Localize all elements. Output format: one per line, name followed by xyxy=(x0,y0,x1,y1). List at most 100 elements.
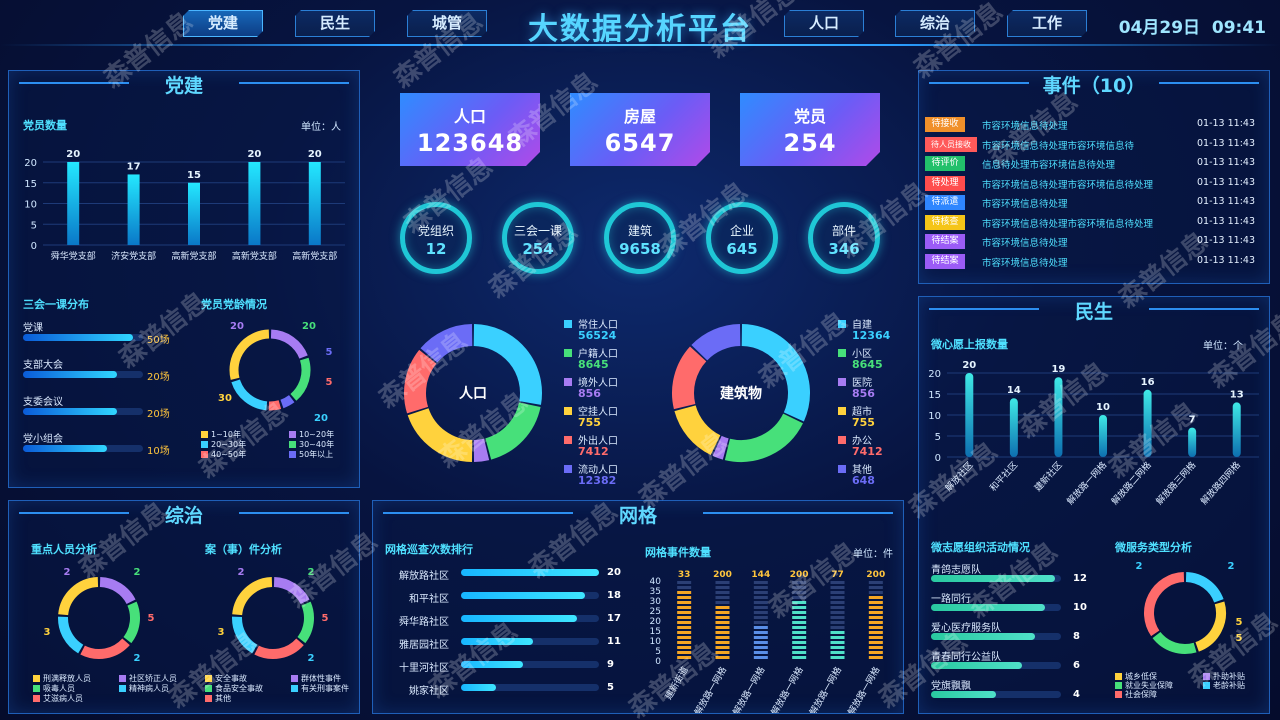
legend-label: 户籍人口 xyxy=(578,349,618,360)
legend-swatch xyxy=(1115,673,1122,680)
donut-segment xyxy=(254,638,304,659)
bar-segment xyxy=(792,646,807,649)
bar-segment xyxy=(753,641,768,644)
event-row: 待派遣 市容环境信息待处理 01-13 11:43 xyxy=(925,195,1261,211)
nav-city[interactable]: 城管 xyxy=(407,10,487,37)
donut-segment xyxy=(58,577,99,616)
donut-segment xyxy=(674,404,721,455)
bar-fill xyxy=(23,334,133,341)
bar-segment xyxy=(792,631,807,634)
y-tick-label: 10 xyxy=(928,411,941,422)
bar-label: 爱心医疗服务队 xyxy=(931,623,1001,634)
stat-circle-buildings: 建筑 9658 xyxy=(604,202,676,274)
bar-segment xyxy=(715,646,730,649)
legend-value: 856 xyxy=(578,387,601,400)
title-line xyxy=(239,512,349,514)
legend-label: 吸毒人员 xyxy=(43,684,75,693)
bar-value-label: 20 xyxy=(66,149,80,160)
top-bar: 党建 民生 城管 大数据分析平台 人口 综治 工作 04月29日 09:41 xyxy=(0,0,1280,48)
bar xyxy=(188,182,200,245)
legend-label: 10~20年 xyxy=(299,430,335,439)
donut-segment xyxy=(290,357,311,401)
legend-swatch xyxy=(1203,682,1210,689)
legend-label: 其他 xyxy=(852,465,872,476)
donut-segment xyxy=(1185,572,1224,603)
bar-segment xyxy=(792,626,807,629)
bar xyxy=(127,174,140,245)
nav-population[interactable]: 人口 xyxy=(784,10,864,37)
bar-value: 5 xyxy=(607,682,614,693)
bar-segment xyxy=(792,636,807,639)
bar-segment xyxy=(868,641,883,644)
legend-label: 艾滋病人员 xyxy=(43,694,83,703)
legend-swatch xyxy=(119,675,126,682)
legend-label: 群体性事件 xyxy=(301,674,341,683)
legend-value: 856 xyxy=(852,387,875,400)
legend-item: 医院 xyxy=(838,374,872,389)
bar-segment xyxy=(868,636,883,639)
bar-label: 党小组会 xyxy=(23,434,63,445)
bar-label: 和平社区 xyxy=(409,594,449,605)
legend-label: 医院 xyxy=(852,378,872,389)
donut-segment xyxy=(407,407,473,462)
nav-livelihood[interactable]: 民生 xyxy=(295,10,375,37)
patrol-title: 网格巡查次数排行 xyxy=(385,543,473,556)
wish-chart: 20 15 10 5 0 20 解放社区 14 和平社区 19 建新社区 10 解放路一网格 16 解放路… xyxy=(928,360,1259,507)
y-tick-label: 20 xyxy=(928,369,941,380)
donut-segment xyxy=(484,402,541,460)
nav-party[interactable]: 党建 xyxy=(183,10,263,37)
age-title: 党员党龄情况 xyxy=(201,298,267,311)
legend-item: 安全事故 xyxy=(205,673,247,684)
wish-unit: 单位：个 xyxy=(1203,341,1243,352)
title-line xyxy=(19,512,129,514)
event-row: 待结案 市容环境信息待处理 01-13 11:43 xyxy=(925,234,1261,250)
bar-segment xyxy=(677,631,692,634)
donut-label: 2 xyxy=(134,567,141,578)
nav-work[interactable]: 工作 xyxy=(1007,10,1087,37)
bar-track xyxy=(461,684,599,691)
bar-segment xyxy=(868,616,883,619)
bar-value: 10 xyxy=(1073,602,1087,613)
legend-value: 12364 xyxy=(852,329,891,342)
legend-item: 社区矫正人员 xyxy=(119,673,177,684)
bar-track xyxy=(23,371,143,378)
bar-segment xyxy=(792,591,807,594)
bar-value-label: 15 xyxy=(187,170,201,181)
bar-segment xyxy=(753,586,768,589)
donut-segment xyxy=(724,413,803,462)
donut-segment xyxy=(232,616,258,654)
age-donut: 20 20 5 5 20 30 xyxy=(218,321,332,424)
x-tick-label: 高新党支部 xyxy=(171,250,216,262)
legend-item: 老龄补贴 xyxy=(1203,680,1245,691)
legend-value: 755 xyxy=(852,416,875,429)
nav-governance[interactable]: 综治 xyxy=(895,10,975,37)
bar xyxy=(965,373,974,457)
donut-label: 2 xyxy=(64,567,71,578)
legend-swatch xyxy=(564,407,572,415)
bar-segment xyxy=(715,651,730,654)
y-tick-label: 0 xyxy=(655,657,661,667)
bar-segment xyxy=(753,656,768,659)
y-tick-label: 5 xyxy=(655,647,661,657)
bar-segment xyxy=(753,651,768,654)
donut-label: 2 xyxy=(134,653,141,664)
donut-segment xyxy=(232,577,273,616)
panel-title: 综治 xyxy=(164,505,204,527)
legend-label: 20~30年 xyxy=(211,440,247,449)
bar-segment xyxy=(830,636,845,639)
bar xyxy=(1232,402,1241,457)
legend-label: 刑满释放人员 xyxy=(43,674,91,683)
x-tick-label: 高新党支部 xyxy=(292,250,337,262)
bar-fill xyxy=(461,661,523,668)
volunteer-title: 微志愿组织活动情况 xyxy=(931,541,1030,554)
bar-segment xyxy=(677,656,692,659)
legend-swatch xyxy=(1115,691,1122,698)
bar-segment xyxy=(753,631,768,634)
panel-title: 民生 xyxy=(1074,301,1114,323)
cases-title: 案（事）件分析 xyxy=(205,543,282,556)
event-text: 市容环境信息待处理 xyxy=(982,121,1068,132)
y-tick-label: 20 xyxy=(650,617,662,627)
circle-value: 9658 xyxy=(619,240,661,258)
circle-value: 254 xyxy=(522,240,554,258)
bar-value-label: 17 xyxy=(127,161,141,172)
